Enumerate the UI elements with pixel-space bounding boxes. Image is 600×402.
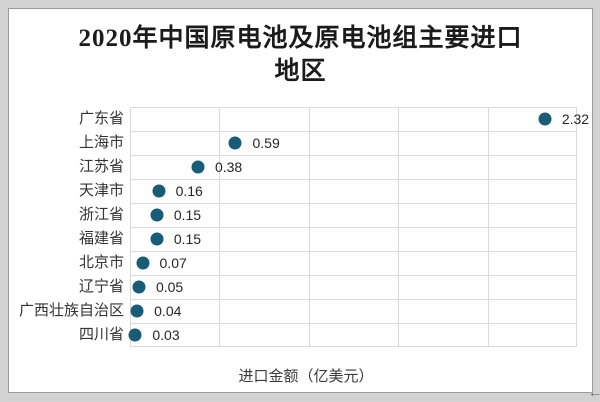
data-point-value-label: 0.07 [159, 255, 187, 271]
data-point-dot [132, 280, 146, 294]
category-axis-label: 广西壮族自治区 [18, 302, 124, 319]
plot-area: 2.32 0.59 0.38 0.16 0.15 0.15 0.07 0.05 0.04 0.03 [128, 107, 589, 347]
data-point-dot [538, 112, 552, 126]
data-point-value-label: 0.03 [152, 327, 180, 343]
data-point-dot [152, 184, 166, 198]
data-point-value-label: 0.15 [173, 231, 202, 247]
category-axis-label: 福建省 [78, 230, 124, 247]
data-point-value-label: 0.15 [173, 207, 202, 223]
data-point-dot [191, 160, 205, 174]
gridline-horizontal [130, 227, 577, 228]
gridline-horizontal [130, 203, 577, 204]
mouse-cursor-arrow-icon: ← [588, 384, 600, 400]
category-axis-label: 辽宁省 [78, 278, 124, 295]
chart-title-line1: 2020年中国原电池及原电池组主要进口 [78, 25, 523, 52]
category-axis-label: 广东省 [78, 110, 124, 127]
category-axis-label: 江苏省 [78, 158, 124, 175]
data-point-value-label: 0.38 [214, 159, 243, 175]
gridline-horizontal [130, 131, 577, 132]
gridline-horizontal [130, 346, 577, 347]
gridline-horizontal [130, 323, 577, 324]
category-axis-label: 四川省 [78, 326, 124, 343]
data-point-value-label: 0.05 [155, 279, 184, 295]
gridline-horizontal [130, 299, 577, 300]
gridline-horizontal [130, 179, 577, 180]
chart-title-line2: 地区 [274, 58, 327, 85]
gridline-horizontal [130, 155, 577, 156]
data-point-dot [136, 256, 150, 270]
data-point-dot [130, 304, 144, 318]
category-axis-label: 天津市 [78, 182, 124, 199]
data-point-value-label: 0.16 [175, 183, 203, 199]
chart-card: 2020年中国原电池及原电池组主要进口 地区 2.32 0.59 0.38 0.16 0… [8, 8, 593, 393]
data-point-dot [150, 232, 164, 246]
data-point-value-label: 0.04 [154, 303, 182, 319]
data-point-dot [228, 136, 242, 150]
gridline-horizontal [130, 251, 577, 252]
data-point-dot [150, 208, 164, 222]
data-point-dot [128, 328, 142, 342]
category-axis-label: 北京市 [78, 254, 124, 271]
x-axis-title: 进口金额（亿美元） [238, 368, 374, 385]
chart-title: 2020年中国原电池及原电池组主要进口 地区 [9, 22, 592, 88]
gridline-horizontal [130, 107, 577, 108]
gridline-horizontal [130, 275, 577, 276]
category-axis-label: 上海市 [78, 134, 124, 151]
category-axis-label: 浙江省 [78, 206, 124, 223]
data-point-value-label: 2.32 [561, 111, 590, 127]
data-point-value-label: 0.59 [252, 135, 280, 151]
